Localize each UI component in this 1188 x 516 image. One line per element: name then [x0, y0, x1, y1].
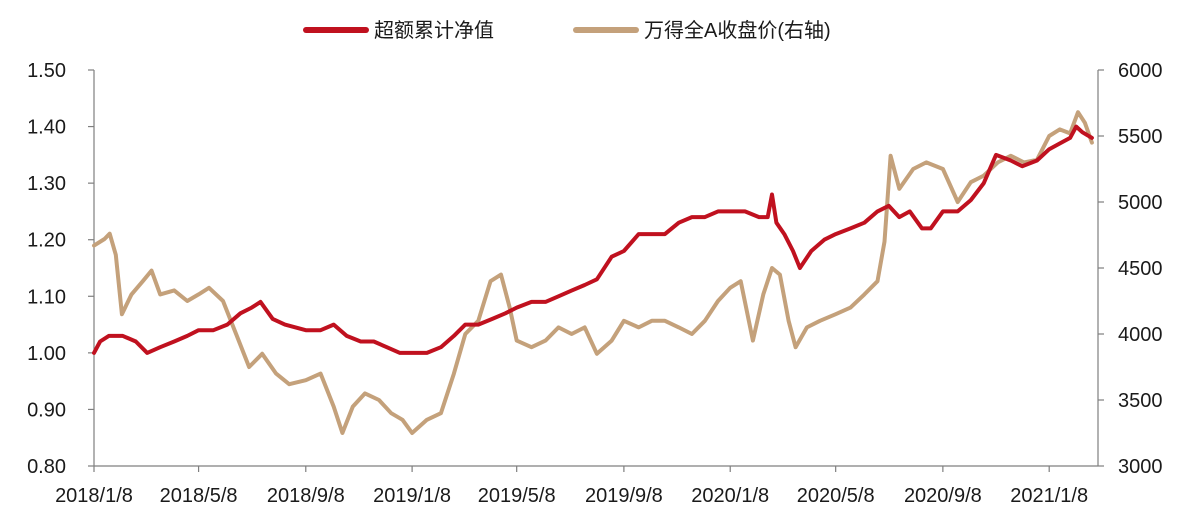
right-y-ticks: 3000 3500 4000 4500 5000 5500 6000 [1098, 60, 1163, 478]
series-line-wind-a-index [92, 110, 1094, 435]
x-tick-label: 2018/1/8 [55, 485, 133, 507]
x-tick-label: 2020/1/8 [691, 485, 769, 507]
x-tick-label: 2018/9/8 [267, 485, 345, 507]
left-y-ticks: 0.80 0.90 1.00 1.10 1.20 1.30 1.40 1.50 [27, 60, 94, 478]
left-y-tick-label: 1.50 [27, 60, 66, 82]
right-y-tick-label: 6000 [1118, 60, 1163, 82]
legend-label-wind-a-index: 万得全A收盘价(右轴) [644, 19, 831, 42]
x-tick-label: 2021/1/8 [1010, 485, 1088, 507]
x-ticks: 2018/1/8 2018/5/8 2018/9/8 2019/1/8 2019/5/8… [55, 466, 1088, 507]
left-y-tick-label: 0.90 [27, 399, 66, 421]
right-y-tick-label: 4000 [1118, 324, 1163, 346]
x-tick-label: 2020/5/8 [797, 485, 875, 507]
x-tick-label: 2018/5/8 [160, 485, 238, 507]
x-tick-label: 2020/9/8 [904, 485, 982, 507]
legend: 超额累计净值 万得全A收盘价(右轴) [303, 19, 831, 42]
x-tick-label: 2019/9/8 [585, 485, 663, 507]
left-y-tick-label: 0.80 [27, 456, 66, 478]
right-y-tick-label: 3500 [1118, 390, 1163, 412]
right-y-tick-label: 5000 [1118, 192, 1163, 214]
x-tick-label: 2019/5/8 [478, 485, 556, 507]
series-line-excess-nav [92, 124, 1094, 355]
legend-label-excess-nav: 超额累计净值 [374, 19, 494, 42]
left-y-tick-label: 1.00 [27, 343, 66, 365]
left-y-tick-label: 1.30 [27, 173, 66, 195]
x-tick-label: 2019/1/8 [373, 485, 451, 507]
left-y-tick-label: 1.40 [27, 117, 66, 139]
left-y-tick-label: 1.20 [27, 230, 66, 252]
right-y-tick-label: 4500 [1118, 258, 1163, 280]
series-layer [92, 110, 1094, 435]
right-y-tick-label: 3000 [1118, 456, 1163, 478]
right-y-tick-label: 5500 [1118, 126, 1163, 148]
left-y-tick-label: 1.10 [27, 286, 66, 308]
